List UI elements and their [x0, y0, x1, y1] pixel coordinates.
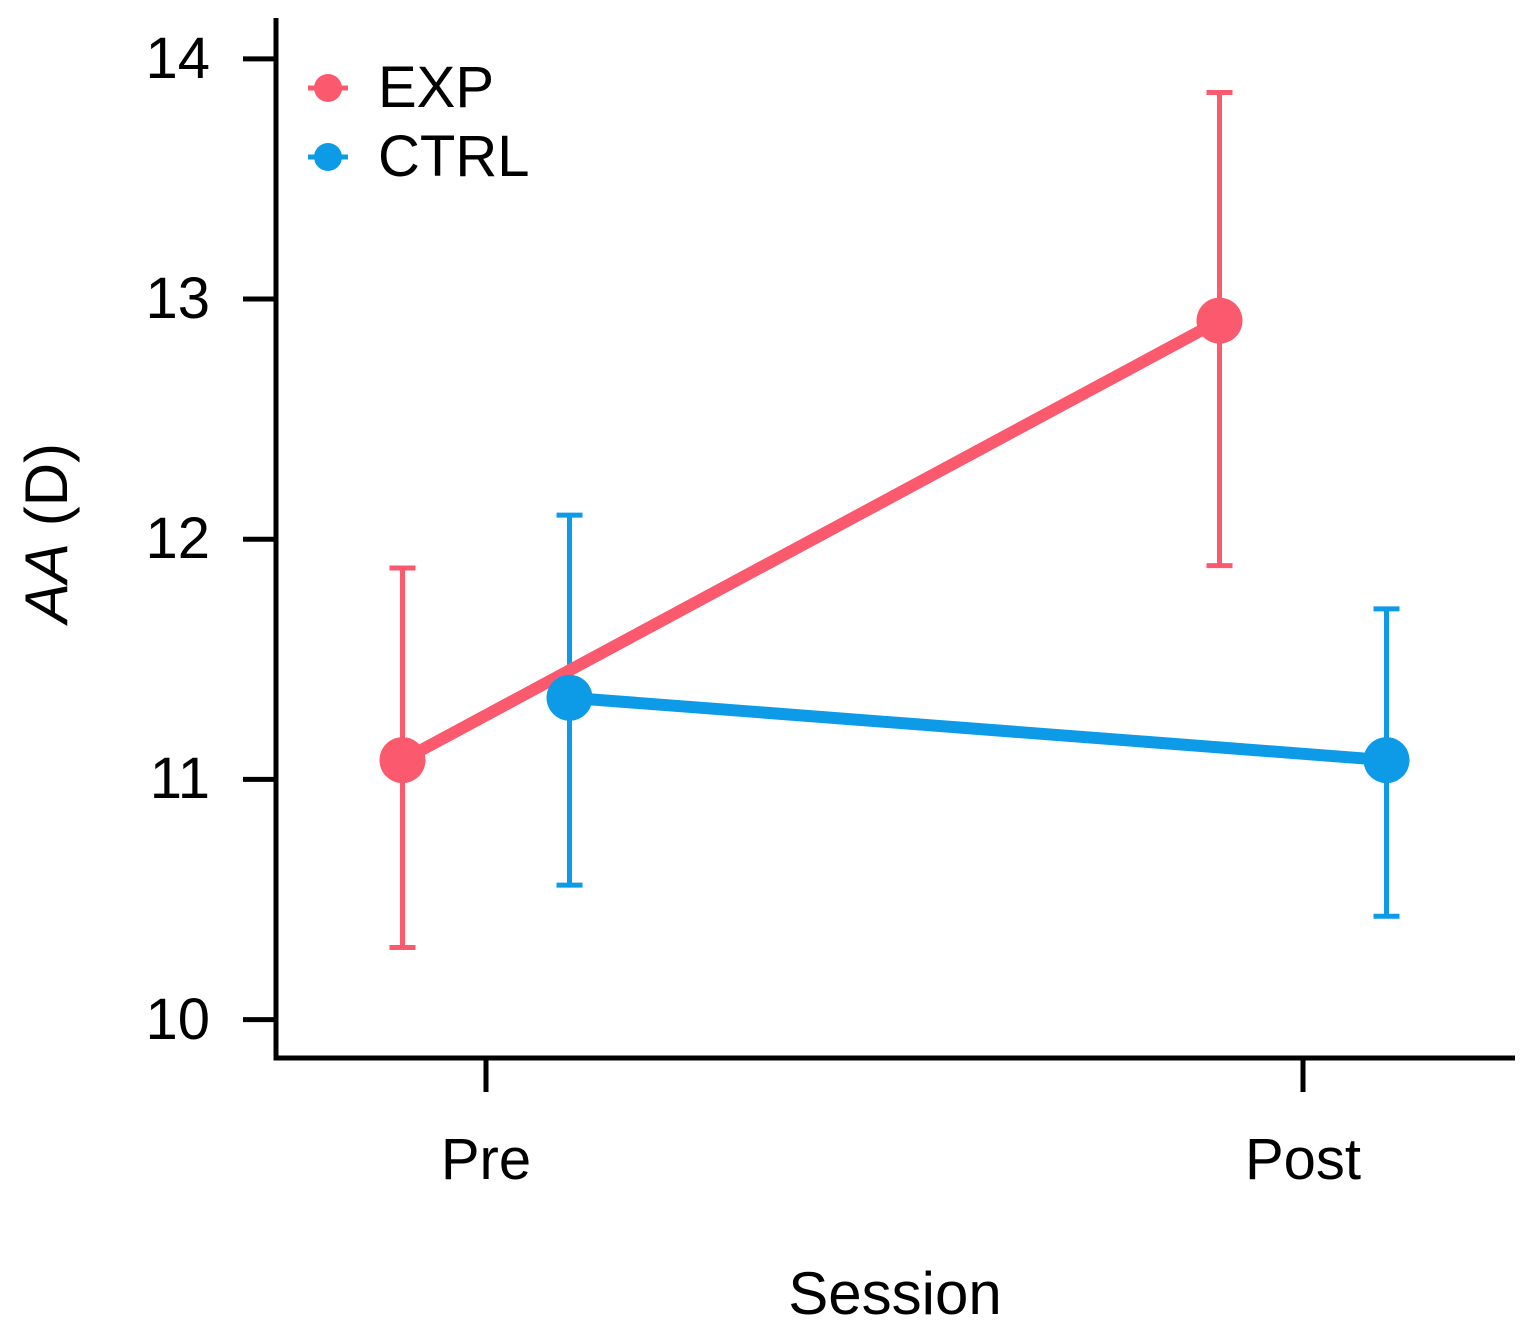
y-tick-label-12: 12 — [145, 506, 210, 572]
y-axis-title-unit: (D) — [13, 442, 80, 543]
data-point-ctrl-post — [1363, 737, 1410, 784]
x-axis-title: Session — [788, 1260, 1002, 1327]
series-lines — [399, 315, 1387, 767]
legend-marker-ctrl-icon — [314, 143, 342, 171]
x-tick-label-post: Post — [1244, 1127, 1362, 1192]
data-point-exp-pre — [379, 737, 426, 784]
series-line-ctrl — [569, 691, 1387, 767]
y-tick-label-10: 10 — [145, 986, 210, 1052]
series-points — [379, 297, 1410, 784]
series-line-exp — [399, 315, 1223, 766]
y-axis-title: AA (D) — [13, 443, 80, 623]
error-bars — [389, 89, 1400, 951]
axes — [243, 18, 1515, 1092]
y-tick-label-13: 13 — [145, 266, 210, 332]
legend-item-ctrl: CTRL — [308, 128, 529, 186]
legend-label-exp: EXP — [378, 55, 495, 120]
legend-marker-exp-icon — [314, 74, 342, 102]
y-tick-label-14: 14 — [145, 25, 210, 91]
data-point-exp-post — [1196, 297, 1243, 344]
legend-key-ctrl — [308, 143, 348, 171]
y-tick-label-11: 11 — [149, 746, 210, 812]
legend-label-ctrl: CTRL — [378, 124, 530, 189]
x-tick-label-pre: Pre — [440, 1127, 532, 1192]
y-axis-title-variable: AA — [13, 542, 80, 624]
legend-item-exp: EXP — [308, 59, 494, 117]
data-point-ctrl-pre — [546, 674, 593, 721]
legend-key-exp — [308, 74, 348, 102]
